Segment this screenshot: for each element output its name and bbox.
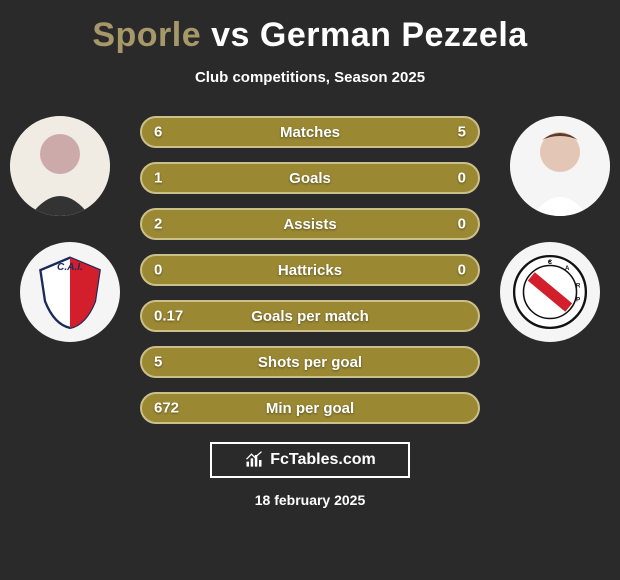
- player1-club-badge: C.A.I.: [20, 242, 120, 342]
- stat-label: Hattricks: [278, 262, 342, 279]
- stat-bar: 2 Assists 0: [140, 208, 480, 240]
- player2-avatar: [510, 116, 610, 216]
- comparison-card: Sporle vs German Pezzela Club competitio…: [0, 0, 620, 580]
- stat-bar: 6 Matches 5: [140, 116, 480, 148]
- main-area: C.A.I. • C A R P 6 Matches 5 1 Goals 0 2 Assist…: [0, 116, 620, 424]
- player1-name: Sporle: [92, 16, 201, 54]
- stat-bars: 6 Matches 5 1 Goals 0 2 Assists 0 0 Hattricks 0 0.17…: [140, 116, 480, 424]
- svg-text:R: R: [576, 282, 581, 289]
- stat-value-left: 1: [154, 170, 162, 187]
- club-left-text: C.A.I.: [57, 262, 83, 273]
- page-title: Sporle vs German Pezzela: [0, 16, 620, 55]
- player1-avatar: [10, 116, 110, 216]
- date-text: 18 february 2025: [0, 492, 620, 508]
- stat-bar: 672 Min per goal: [140, 392, 480, 424]
- stat-label: Matches: [280, 124, 340, 141]
- player2-club-badge: • C A R P: [500, 242, 600, 342]
- stat-value-left: 5: [154, 354, 162, 371]
- avatar-placeholder-icon: [510, 116, 610, 216]
- stat-value-left: 672: [154, 400, 179, 417]
- player2-name: German Pezzela: [260, 16, 528, 54]
- svg-text:P: P: [576, 296, 580, 303]
- stat-value-right: 0: [458, 262, 466, 279]
- subtitle: Club competitions, Season 2025: [0, 69, 620, 86]
- stat-label: Goals per match: [251, 308, 369, 325]
- stat-value-left: 2: [154, 216, 162, 233]
- stat-label: Min per goal: [266, 400, 354, 417]
- svg-text:C: C: [548, 259, 553, 266]
- stat-bar: 1 Goals 0: [140, 162, 480, 194]
- stat-value-right: 5: [458, 124, 466, 141]
- svg-text:A: A: [565, 265, 570, 272]
- stat-bar: 0 Hattricks 0: [140, 254, 480, 286]
- stat-value-right: 0: [458, 170, 466, 187]
- club-badge-icon: C.A.I.: [31, 253, 109, 331]
- stat-label: Assists: [283, 216, 336, 233]
- chart-icon: [244, 450, 264, 470]
- stat-bar: 0.17 Goals per match: [140, 300, 480, 332]
- stat-label: Shots per goal: [258, 354, 362, 371]
- branding-text: FcTables.com: [270, 451, 376, 469]
- club-badge-icon: • C A R P: [511, 253, 589, 331]
- avatar-placeholder-icon: [10, 116, 110, 216]
- stat-bar: 5 Shots per goal: [140, 346, 480, 378]
- stat-value-left: 6: [154, 124, 162, 141]
- stat-value-left: 0.17: [154, 308, 183, 325]
- title-vs: vs: [211, 16, 250, 54]
- branding-box[interactable]: FcTables.com: [210, 442, 410, 478]
- stat-value-right: 0: [458, 216, 466, 233]
- stat-label: Goals: [289, 170, 331, 187]
- stat-value-left: 0: [154, 262, 162, 279]
